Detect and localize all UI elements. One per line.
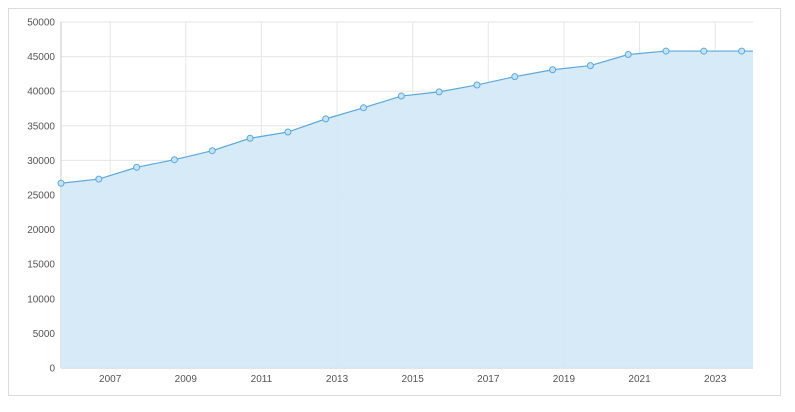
- y-tick-label: 45000: [27, 52, 55, 63]
- data-point: [586, 62, 594, 70]
- series-area: [61, 51, 753, 369]
- series-line: [60, 50, 753, 184]
- data-point: [322, 115, 330, 123]
- data-point: [700, 47, 708, 55]
- x-tick-label: 2009: [175, 374, 198, 385]
- data-point: [208, 147, 216, 155]
- x-tick-label: 2021: [628, 374, 651, 385]
- data-point: [549, 66, 557, 74]
- x-tick-label: 2023: [704, 374, 727, 385]
- x-tick-label: 2017: [477, 374, 500, 385]
- y-tick-label: 30000: [27, 156, 55, 167]
- y-tick-label: 15000: [27, 260, 55, 271]
- data-point: [397, 92, 405, 100]
- data-point: [473, 81, 481, 89]
- data-point: [95, 175, 103, 183]
- data-point: [133, 163, 141, 171]
- y-tick-label: 10000: [27, 294, 55, 305]
- x-tick-label: 2015: [402, 374, 425, 385]
- data-point: [360, 104, 368, 112]
- data-point: [738, 47, 746, 55]
- y-tick-label: 5000: [33, 329, 56, 340]
- y-tick-label: 50000: [27, 18, 55, 29]
- y-tick-label: 20000: [27, 225, 55, 236]
- data-point: [662, 47, 670, 55]
- data-point: [170, 156, 178, 164]
- y-tick-label: 0: [49, 364, 55, 375]
- data-point: [624, 51, 632, 59]
- data-point: [511, 73, 519, 81]
- x-tick-label: 2007: [99, 374, 122, 385]
- y-tick-label: 35000: [27, 121, 55, 132]
- data-point: [284, 128, 292, 136]
- x-tick-label: 2013: [326, 374, 349, 385]
- x-tick-label: 2011: [251, 374, 273, 385]
- y-tick-label: 25000: [27, 191, 55, 202]
- data-point: [246, 134, 254, 142]
- data-point: [57, 179, 65, 187]
- data-point: [435, 88, 443, 96]
- y-tick-label: 40000: [27, 87, 55, 98]
- x-tick-label: 2019: [553, 374, 576, 385]
